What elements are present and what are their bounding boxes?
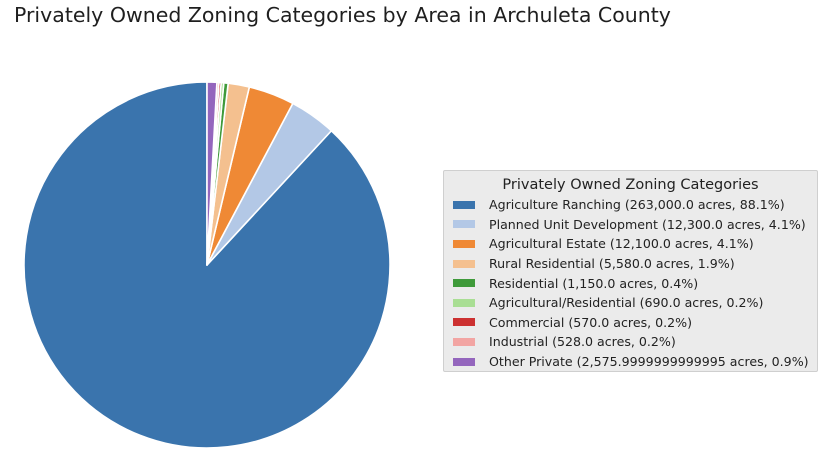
legend-item-3: Rural Residential (5,580.0 acres, 1.9%)	[444, 254, 817, 274]
legend-label-8: Other Private (2,575.9999999999995 acres…	[489, 354, 809, 370]
legend-swatch-0	[453, 200, 475, 209]
legend-title: Privately Owned Zoning Categories	[502, 177, 759, 193]
legend-label-1: Planned Unit Development (12,300.0 acres…	[489, 216, 806, 232]
legend-item-6: Commercial (570.0 acres, 0.2%)	[444, 313, 817, 333]
legend-item-4: Residential (1,150.0 acres, 0.4%)	[444, 273, 817, 293]
chart-title: Privately Owned Zoning Categories by Are…	[14, 3, 671, 27]
legend-item-5: Agricultural/Residential (690.0 acres, 0…	[444, 293, 817, 313]
legend-swatch-3	[453, 259, 475, 268]
legend-swatch-5	[453, 298, 475, 307]
legend-label-0: Agriculture Ranching (263,000.0 acres, 8…	[489, 197, 785, 213]
legend-swatch-4	[453, 279, 475, 288]
legend-item-8: Other Private (2,575.9999999999995 acres…	[444, 352, 817, 372]
legend-label-3: Rural Residential (5,580.0 acres, 1.9%)	[489, 256, 735, 272]
pie-slice-8	[206, 81, 218, 266]
legend-swatch-6	[453, 318, 475, 327]
legend-items: Agriculture Ranching (263,000.0 acres, 8…	[444, 195, 817, 371]
legend-swatch-7	[453, 337, 475, 346]
legend: Privately Owned Zoning Categories Agricu…	[443, 170, 818, 372]
legend-label-7: Industrial (528.0 acres, 0.2%)	[489, 334, 676, 350]
legend-label-6: Commercial (570.0 acres, 0.2%)	[489, 314, 693, 330]
legend-item-7: Industrial (528.0 acres, 0.2%)	[444, 332, 817, 352]
legend-swatch-2	[453, 239, 475, 248]
legend-label-4: Residential (1,150.0 acres, 0.4%)	[489, 275, 699, 291]
legend-label-2: Agricultural Estate (12,100.0 acres, 4.1…	[489, 236, 754, 252]
legend-swatch-1	[453, 220, 475, 229]
legend-item-2: Agricultural Estate (12,100.0 acres, 4.1…	[444, 234, 817, 254]
legend-swatch-8	[453, 357, 475, 366]
legend-label-5: Agricultural/Residential (690.0 acres, 0…	[489, 295, 764, 311]
legend-item-0: Agriculture Ranching (263,000.0 acres, 8…	[444, 195, 817, 215]
legend-item-1: Planned Unit Development (12,300.0 acres…	[444, 215, 817, 235]
